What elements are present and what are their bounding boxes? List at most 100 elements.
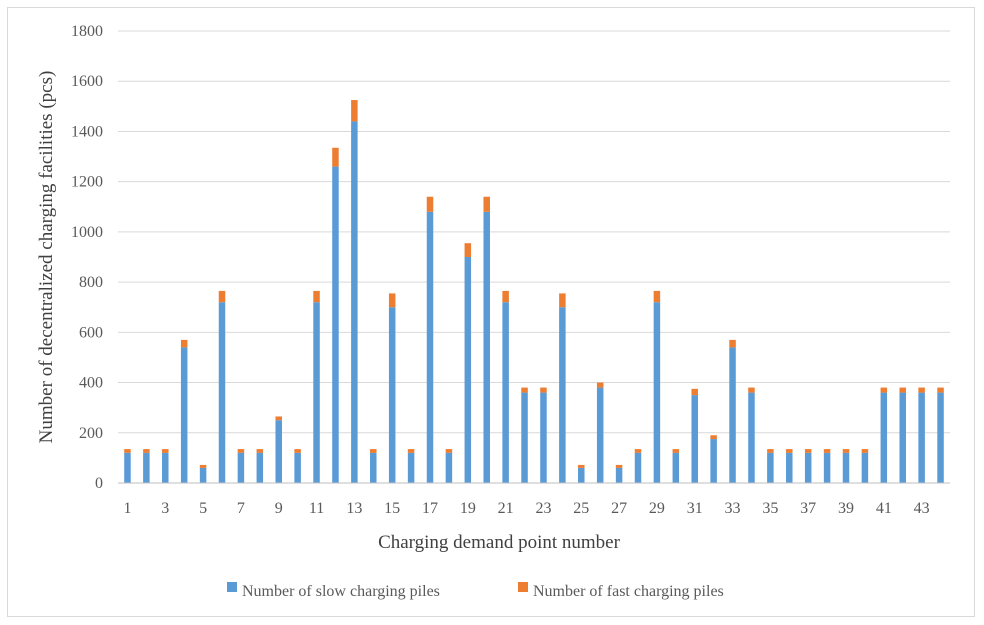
y-tick-label: 800 (79, 274, 103, 291)
y-tick-label: 1000 (71, 224, 103, 241)
bar-slow-charging (464, 257, 472, 483)
bar-fast-charging (615, 464, 623, 468)
bar-slow-charging (672, 452, 680, 483)
bar-slow-charging (653, 302, 661, 483)
bar-fast-charging (445, 449, 453, 453)
y-tick-label: 200 (79, 425, 103, 442)
legend-swatch-slow (227, 582, 237, 592)
bar-fast-charging (540, 387, 547, 393)
bar-fast-charging (426, 196, 434, 212)
chart-frame (7, 7, 975, 617)
bar-fast-charging (388, 293, 396, 308)
bar-fast-charging (691, 388, 698, 396)
bar-fast-charging (899, 387, 906, 393)
bar-fast-charging (729, 339, 736, 348)
legend: Number of slow charging piles Number of … (227, 582, 724, 600)
bar-fast-charging (180, 339, 188, 348)
bar-slow-charging (313, 302, 320, 483)
bar-slow-charging (351, 121, 358, 484)
x-tick-label: 41 (876, 500, 892, 517)
bar-slow-charging (275, 420, 282, 483)
bar-fast-charging (842, 449, 850, 453)
bar-fast-charging (313, 290, 320, 303)
x-tick-label: 3 (161, 500, 169, 517)
bar-fast-charging (672, 449, 680, 453)
y-tick-label: 600 (79, 324, 103, 341)
bar-fast-charging (937, 387, 944, 393)
x-tick-label: 9 (275, 500, 283, 517)
bar-fast-charging (634, 449, 642, 453)
bar-slow-charging (918, 392, 925, 483)
x-tick-label: 1 (123, 500, 131, 517)
bar-fast-charging (823, 449, 831, 453)
bar-slow-charging (578, 467, 585, 483)
x-tick-label: 43 (914, 500, 930, 517)
bar-fast-charging (218, 290, 226, 303)
y-axis-ticks: 0 200 400 600 800 1000 1200 1400 1600 1800 (71, 23, 103, 492)
bar-fast-charging (256, 449, 264, 453)
bar-fast-charging (124, 449, 131, 453)
bar-fast-charging (804, 449, 812, 453)
bar-slow-charging (786, 452, 793, 483)
bar-slow-charging (218, 302, 226, 483)
bar-slow-charging (748, 392, 755, 483)
gridlines (118, 30, 950, 434)
bar-fast-charging (483, 196, 490, 212)
bar-fast-charging (502, 290, 509, 303)
bar-slow-charging (729, 347, 736, 483)
bar-slow-charging (199, 467, 207, 483)
bar-slow-charging (937, 392, 944, 483)
bar-slow-charging (426, 211, 434, 484)
bar-fast-charging (748, 387, 755, 393)
legend-label-slow: Number of slow charging piles (242, 583, 440, 600)
bar-fast-charging (351, 100, 358, 122)
y-tick-label: 1800 (71, 23, 103, 40)
bar-slow-charging (332, 166, 339, 483)
x-tick-label: 23 (535, 500, 551, 517)
bar-fast-charging (880, 387, 888, 393)
x-tick-label: 25 (573, 500, 589, 517)
x-tick-label: 37 (800, 500, 816, 517)
bar-fast-charging (199, 464, 207, 468)
bar-fast-charging (596, 382, 604, 388)
bar-fast-charging (237, 449, 245, 453)
bar-slow-charging (180, 347, 188, 483)
bar-slow-charging (388, 307, 396, 483)
x-axis-title: Charging demand point number (378, 532, 621, 553)
bar-slow-charging (294, 452, 301, 483)
bar-slow-charging (256, 452, 264, 483)
bar-fast-charging (407, 449, 415, 453)
bar-slow-charging (540, 392, 547, 483)
bar-slow-charging (502, 302, 509, 483)
y-tick-label: 0 (95, 475, 103, 492)
y-tick-label: 400 (79, 375, 103, 392)
bar-slow-charging (407, 452, 415, 483)
x-tick-label: 31 (687, 500, 703, 517)
bar-slow-charging (483, 211, 490, 484)
y-tick-label: 1200 (71, 174, 103, 191)
bar-fast-charging (710, 435, 717, 440)
bar-slow-charging (804, 452, 812, 483)
bar-slow-charging (710, 439, 717, 483)
x-tick-label: 7 (237, 500, 245, 517)
bar-fast-charging (521, 387, 528, 393)
bar-slow-charging (521, 392, 528, 483)
x-tick-label: 35 (762, 500, 778, 517)
bar-fast-charging (559, 293, 566, 308)
legend-swatch-fast (518, 582, 528, 592)
bars (124, 100, 944, 484)
bar-fast-charging (370, 449, 377, 453)
y-tick-label: 1400 (71, 123, 103, 140)
bar-fast-charging (653, 290, 661, 303)
bar-fast-charging (143, 449, 150, 453)
bar-slow-charging (370, 452, 377, 483)
legend-label-fast: Number of fast charging piles (533, 583, 724, 600)
bar-slow-charging (691, 395, 698, 483)
bar-fast-charging (294, 449, 301, 453)
x-tick-label: 17 (422, 500, 438, 517)
x-axis-ticks: 1 3 5 7 9 11 13 15 17 19 21 23 25 27 29 31 33 35 37 39 41 43 (123, 500, 929, 517)
bar-slow-charging (143, 452, 150, 483)
x-tick-label: 39 (838, 500, 854, 517)
bar-slow-charging (861, 452, 869, 483)
